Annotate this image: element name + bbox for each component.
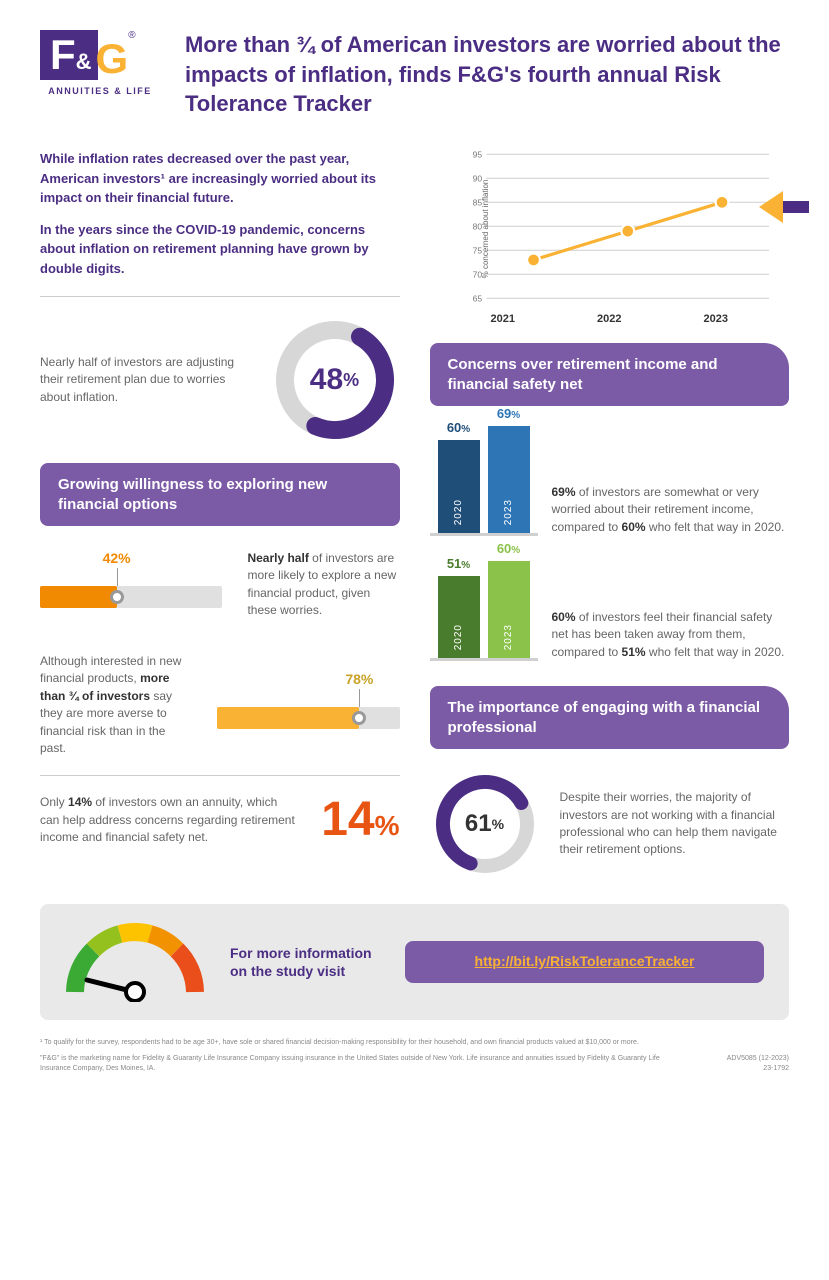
- bars-blue-text: 69% of investors are somewhat or very wo…: [552, 484, 790, 536]
- doc-code-2: 23-1792: [727, 1064, 789, 1074]
- footnote-1: ¹ To qualify for the survey, respondents…: [40, 1038, 789, 1048]
- main-columns: While inflation rates decreased over the…: [40, 149, 789, 879]
- arrow-callout-icon: [759, 187, 809, 232]
- donut-61-chart: 61%: [430, 769, 540, 879]
- divider: [40, 775, 400, 776]
- donut-48-chart: 48%: [270, 315, 400, 445]
- cta-link-box: http://bit.ly/RiskToleranceTracker: [405, 941, 764, 983]
- stat-61-text: Despite their worries, the majority of i…: [560, 789, 790, 859]
- stat-14-value: 14%: [321, 796, 399, 844]
- infographic-page: F& G ® ANNUITIES & LIFE More than ¾ of A…: [0, 0, 829, 1093]
- footnotes: ¹ To qualify for the survey, respondents…: [40, 1038, 789, 1073]
- slider-78-row: Although interested in new financial pro…: [40, 653, 400, 757]
- cta-text: For more information on the study visit: [230, 944, 380, 980]
- section-professional: The importance of engaging with a financ…: [430, 686, 790, 749]
- line-chart-ylabel: % concerned about inflation: [480, 180, 489, 279]
- header: F& G ® ANNUITIES & LIFE More than ¾ of A…: [40, 30, 789, 119]
- slider-42-row: 42% Nearly half of investors are more li…: [40, 546, 400, 623]
- right-column: % concerned about inflation 657075808590…: [430, 149, 790, 879]
- svg-text:65: 65: [472, 294, 482, 304]
- line-chart: % concerned about inflation 657075808590…: [450, 149, 790, 309]
- stat-48-text: Nearly half of investors are adjusting t…: [40, 354, 252, 406]
- headline: More than ¾ of American investors are wo…: [185, 30, 789, 119]
- stat-14-row: Only 14% of investors own an annuity, wh…: [40, 794, 400, 846]
- bars-blue-row: 60% 2020 69% 2023 69% of investors are s…: [430, 426, 790, 536]
- intro-paragraph-2: In the years since the COVID-19 pandemic…: [40, 220, 400, 279]
- line-chart-xlabels: 2021 2022 2023: [430, 313, 790, 325]
- slider-42: 42%: [40, 546, 222, 623]
- cta-bar: For more information on the study visit …: [40, 904, 789, 1020]
- slider-78-text: Although interested in new financial pro…: [40, 653, 192, 757]
- logo-tagline: ANNUITIES & LIFE: [40, 86, 160, 96]
- slider-42-text: Nearly half of investors are more likely…: [247, 550, 399, 620]
- divider: [40, 296, 400, 297]
- bars-blue: 60% 2020 69% 2023: [430, 426, 538, 536]
- line-chart-svg: 65707580859095: [450, 149, 790, 309]
- stat-61-row: 61% Despite their worries, the majority …: [430, 769, 790, 879]
- intro-paragraph-1: While inflation rates decreased over the…: [40, 149, 400, 208]
- doc-code-1: ADV5085 (12-2023): [727, 1054, 789, 1064]
- svg-text:95: 95: [472, 150, 482, 160]
- left-column: While inflation rates decreased over the…: [40, 149, 400, 879]
- slider-78: 78%: [217, 667, 399, 744]
- bars-green-text: 60% of investors feel their financial sa…: [552, 609, 790, 661]
- cta-link[interactable]: http://bit.ly/RiskToleranceTracker: [475, 953, 695, 969]
- section-willingness: Growing willingness to exploring new fin…: [40, 463, 400, 526]
- section-concerns: Concerns over retirement income and fina…: [430, 343, 790, 406]
- logo: F& G ® ANNUITIES & LIFE: [40, 30, 160, 96]
- stat-14-text: Only 14% of investors own an annuity, wh…: [40, 794, 296, 846]
- stat-48-row: Nearly half of investors are adjusting t…: [40, 315, 400, 445]
- bars-green-row: 51% 2020 60% 2023 60% of investors feel …: [430, 561, 790, 661]
- bars-green: 51% 2020 60% 2023: [430, 561, 538, 661]
- gauge-icon: [65, 922, 205, 1002]
- footnote-2: "F&G" is the marketing name for Fidelity…: [40, 1054, 687, 1074]
